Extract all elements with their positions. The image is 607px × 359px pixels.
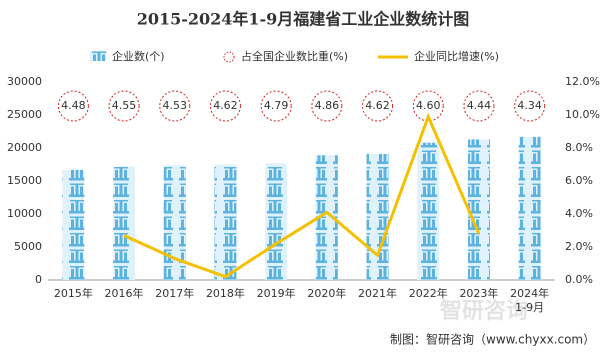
legend-swatch [223, 51, 235, 63]
bar [417, 142, 440, 280]
y2-tick-label: 8.0% [565, 141, 593, 154]
share-label: 4.62 [213, 99, 238, 112]
legend-label: 企业同比增速(%) [414, 49, 499, 63]
share-marker [260, 90, 292, 122]
y2-tick-label: 12.0% [565, 75, 600, 88]
y2-tick-label: 0.0% [565, 273, 593, 286]
share-label: 4.48 [61, 99, 86, 112]
bar [265, 163, 288, 280]
share-label: 4.60 [416, 99, 441, 112]
source-note: 制图：智研咨询（www.chyxx.com） [390, 332, 595, 347]
y-tick-label: 5000 [14, 240, 42, 253]
y-tick-label: 15000 [7, 174, 42, 187]
bar [113, 166, 136, 280]
share-label: 4.44 [467, 99, 492, 112]
x-tick-label: 2018年 [205, 287, 245, 300]
legend-swatch [90, 51, 106, 61]
x-tick-label: 2017年 [155, 287, 195, 300]
x-tick-label: 2020年 [307, 287, 347, 300]
share-marker [108, 90, 140, 122]
share-marker [514, 90, 546, 122]
growth-line [123, 112, 481, 279]
share-label: 4.34 [517, 99, 542, 112]
x-tick-label: 2019年 [256, 287, 296, 300]
y2-tick-label: 4.0% [565, 207, 593, 220]
share-marker [159, 90, 191, 122]
bar [163, 165, 186, 280]
legend-label: 企业数(个) [112, 49, 165, 63]
share-marker [412, 90, 444, 122]
x-tick-label: 2015年 [53, 287, 93, 300]
share-marker [311, 90, 343, 122]
share-label: 4.86 [315, 99, 340, 112]
share-marker [57, 90, 89, 122]
share-label: 4.53 [163, 99, 188, 112]
y-tick-label: 30000 [7, 75, 42, 88]
bar [366, 153, 389, 280]
share-marker [362, 90, 394, 122]
bar [518, 136, 541, 280]
y-tick-label: 20000 [7, 141, 42, 154]
bar [62, 169, 85, 280]
bar [467, 139, 490, 280]
y-tick-label: 10000 [7, 207, 42, 220]
x-tick-label: 2016年 [104, 287, 144, 300]
share-marker [463, 90, 495, 122]
bar [315, 155, 338, 280]
x-tick-label: 2023年 [459, 287, 499, 300]
x-tick-label: 2024年 1-9月 [510, 287, 550, 314]
legend-label: 占全国企业数比重(%) [241, 49, 348, 63]
chart-title: 2015-2024年1-9月福建省工业企业数统计图 [137, 10, 470, 29]
share-marker [209, 90, 241, 122]
x-tick-label: 2021年 [358, 287, 398, 300]
y-tick-label: 0 [35, 273, 42, 286]
x-tick-label: 2022年 [408, 287, 448, 300]
share-label: 4.79 [264, 99, 289, 112]
y2-tick-label: 2.0% [565, 240, 593, 253]
share-label: 4.55 [112, 99, 137, 112]
y-tick-label: 25000 [7, 108, 42, 121]
y2-tick-label: 10.0% [565, 108, 600, 121]
share-label: 4.62 [365, 99, 390, 112]
watermark: 智研咨询 [440, 298, 528, 324]
bar [214, 164, 237, 280]
y2-tick-label: 6.0% [565, 174, 593, 187]
